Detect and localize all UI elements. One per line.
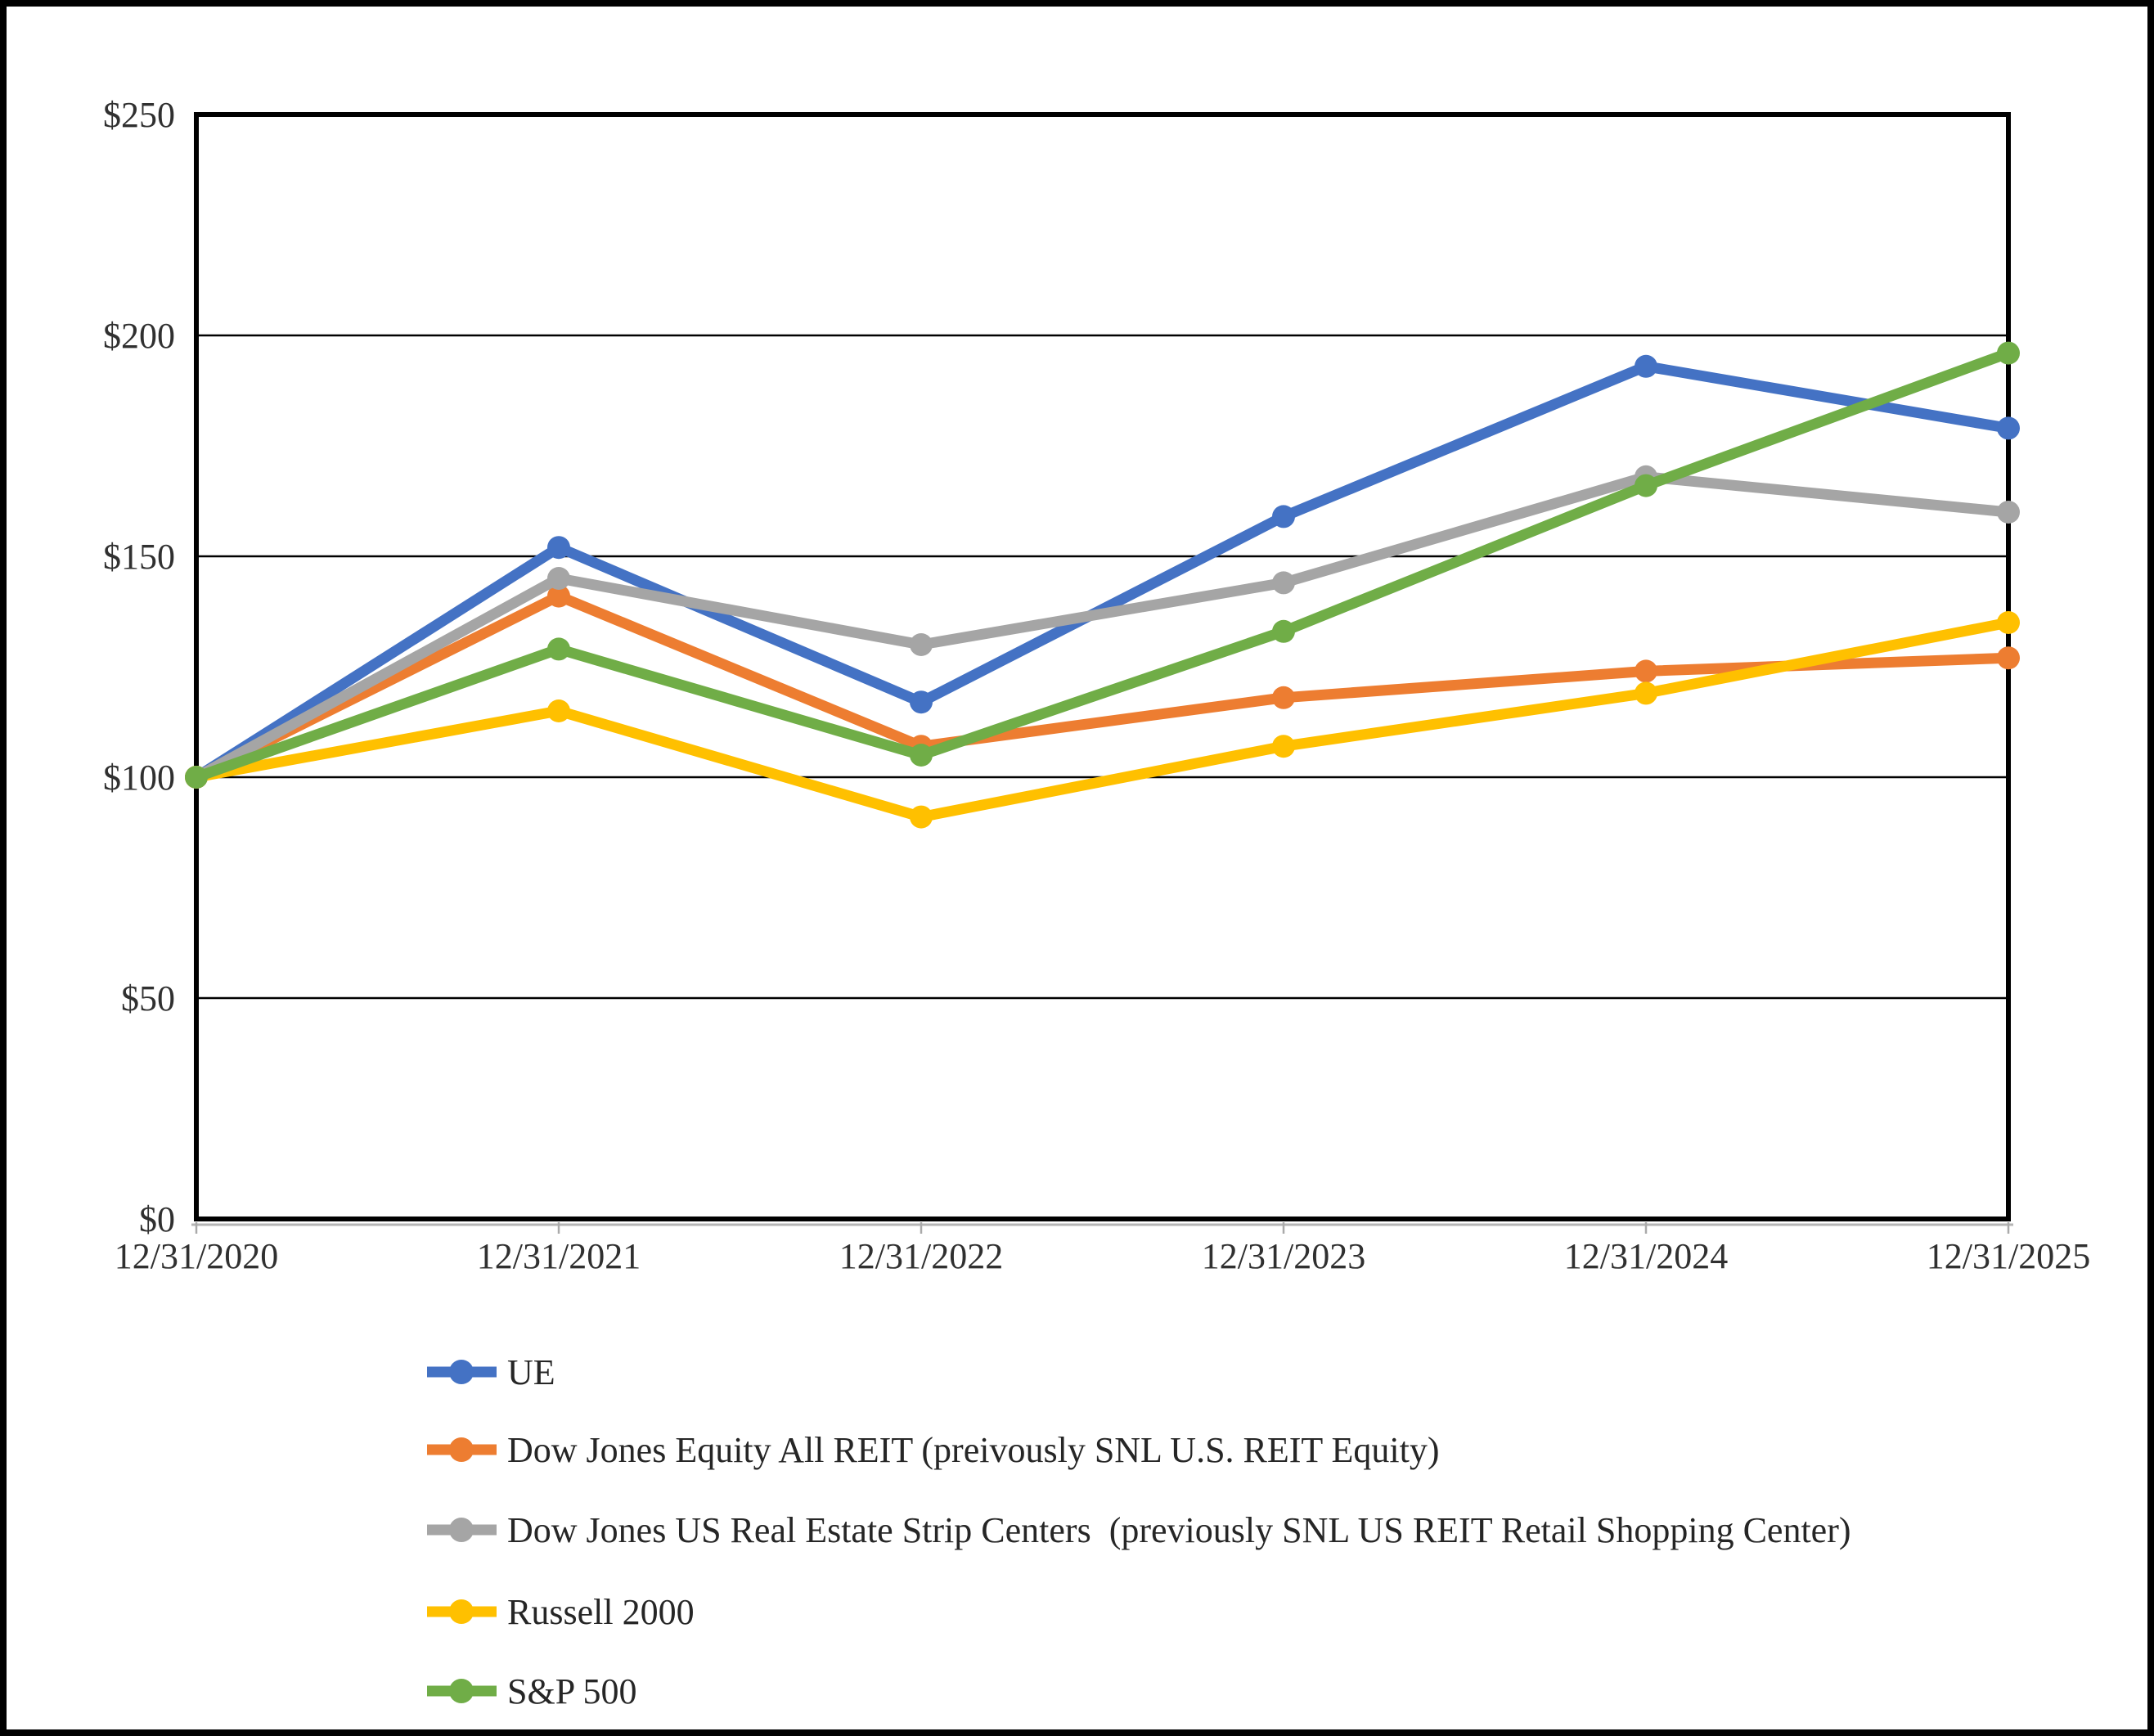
data-point-dow-jones-us-real-estate-strip-centers-2 (910, 633, 933, 656)
legend-label-dow-jones-us-real-estate-strip-centers: Dow Jones US Real Estate Strip Centers (… (507, 1510, 1851, 1550)
legend-label-sp-500: S&P 500 (507, 1671, 637, 1711)
data-point-ue-3 (1272, 505, 1295, 528)
data-point-russell-2000-3 (1272, 735, 1295, 758)
y-axis-label-5: $250 (103, 95, 175, 135)
x-axis-label-0: 12/31/2020 (115, 1236, 278, 1276)
x-axis-label-4: 12/31/2024 (1564, 1236, 1728, 1276)
data-point-ue-4 (1635, 354, 1657, 378)
legend-item-sp-500: S&P 500 (427, 1671, 637, 1711)
data-point-ue-1 (547, 536, 570, 560)
legend-label-ue: UE (507, 1352, 555, 1392)
y-axis-label-3: $150 (103, 537, 175, 577)
series-line-russell-2000 (191, 617, 2014, 823)
data-point-sp-500-4 (1635, 474, 1657, 497)
data-point-dow-jones-equity-all-reit-5 (1997, 646, 2020, 670)
x-axis-label-5: 12/31/2025 (1927, 1236, 2090, 1276)
y-axis-label-0: $0 (139, 1199, 175, 1239)
legend-item-dow-jones-us-real-estate-strip-centers: Dow Jones US Real Estate Strip Centers (… (427, 1510, 1851, 1550)
legend-marker-dot-russell-2000 (449, 1599, 474, 1624)
series-line-dow-jones-equity-all-reit (191, 591, 2014, 783)
data-point-sp-500-5 (1997, 341, 2020, 365)
legend-marker-dot-sp-500 (449, 1679, 474, 1703)
data-point-russell-2000-1 (547, 699, 570, 722)
data-point-ue-5 (1997, 416, 2020, 440)
data-point-dow-jones-us-real-estate-strip-centers-3 (1272, 571, 1295, 595)
legend-item-russell-2000: Russell 2000 (427, 1592, 695, 1632)
data-point-sp-500-3 (1272, 619, 1295, 643)
y-axis-label-2: $100 (103, 758, 175, 798)
x-axis-label-2: 12/31/2022 (839, 1236, 1003, 1276)
y-axis-label-4: $200 (103, 316, 175, 356)
data-point-dow-jones-equity-all-reit-3 (1272, 686, 1295, 709)
data-point-sp-500-0 (185, 766, 208, 789)
legend-label-dow-jones-equity-all-reit: Dow Jones Equity All REIT (preivously SN… (507, 1430, 1440, 1470)
series-line-dow-jones-us-real-estate-strip-centers (191, 471, 2014, 783)
data-point-dow-jones-equity-all-reit-4 (1635, 659, 1657, 683)
series-line-sp-500 (191, 348, 2014, 783)
series-line-ue (191, 361, 2014, 783)
data-point-ue-2 (910, 690, 933, 714)
legend-marker-dot-dow-jones-equity-all-reit (449, 1437, 474, 1462)
data-point-sp-500-1 (547, 637, 570, 661)
x-axis-label-1: 12/31/2021 (477, 1236, 641, 1276)
legend-label-russell-2000: Russell 2000 (507, 1592, 695, 1632)
performance-line-chart: $0 $50 $100 $150 $200 $250 12/31/2020 12/31/202… (103, 95, 2090, 1711)
data-point-dow-jones-us-real-estate-strip-centers-5 (1997, 501, 2020, 524)
legend-marker-dot-dow-jones-us-real-estate-strip-centers (449, 1518, 474, 1542)
legend-item-ue: UE (427, 1352, 555, 1392)
data-point-russell-2000-4 (1635, 681, 1657, 705)
data-point-russell-2000-2 (910, 805, 933, 829)
x-axis-label-3: 12/31/2023 (1202, 1236, 1365, 1276)
data-point-sp-500-2 (910, 744, 933, 767)
legend-marker-dot-ue (449, 1360, 474, 1384)
data-point-dow-jones-us-real-estate-strip-centers-1 (547, 567, 570, 590)
data-point-dow-jones-equity-all-reit-1 (547, 584, 570, 608)
y-axis-label-1: $50 (121, 978, 175, 1019)
data-point-russell-2000-5 (1997, 611, 2020, 634)
legend-item-dow-jones-equity-all-reit: Dow Jones Equity All REIT (preivously SN… (427, 1430, 1440, 1470)
